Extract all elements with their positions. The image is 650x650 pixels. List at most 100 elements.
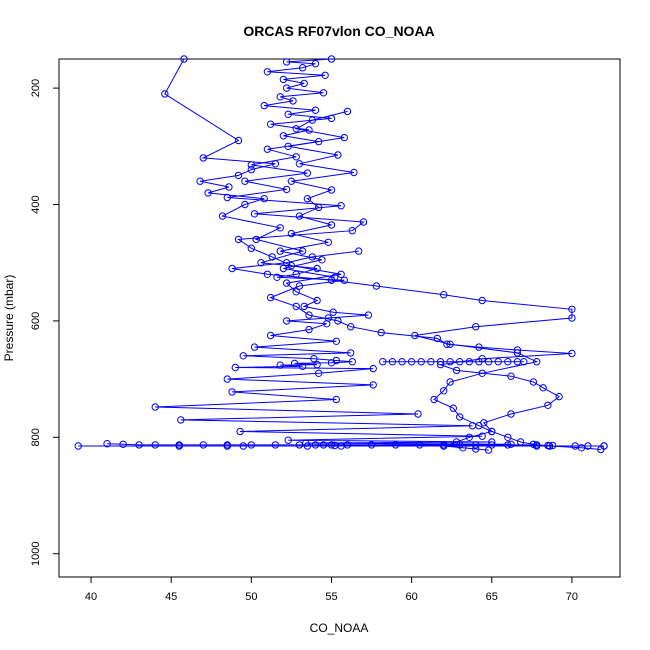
data-point — [218, 212, 227, 220]
series-line — [107, 443, 508, 446]
data-point — [475, 422, 483, 430]
data-point — [446, 340, 454, 348]
x-tick-label: 55 — [325, 591, 337, 603]
data-point — [177, 416, 185, 424]
data-point — [332, 395, 340, 404]
series-3 — [276, 107, 358, 281]
data-point — [318, 256, 326, 264]
series-line — [280, 110, 354, 278]
data-point — [292, 153, 300, 161]
data-point — [180, 55, 188, 63]
y-tick-label: 600 — [30, 312, 42, 330]
data-point — [263, 145, 272, 153]
data-point — [260, 195, 268, 203]
y-tick-label: 200 — [30, 79, 42, 97]
data-point — [276, 247, 284, 255]
data-point — [331, 273, 339, 281]
x-tick-label: 45 — [165, 591, 177, 603]
data-point — [313, 296, 321, 305]
data-point — [241, 177, 249, 185]
data-point — [319, 441, 328, 449]
data-point — [300, 302, 308, 311]
data-point — [545, 442, 554, 450]
data-point — [276, 93, 284, 101]
data-point — [504, 358, 512, 366]
data-point — [472, 441, 480, 449]
data-point — [456, 441, 464, 449]
data-point — [484, 446, 493, 454]
data-point — [287, 229, 296, 238]
data-point — [440, 291, 448, 299]
data-point — [252, 235, 260, 244]
x-axis: 40 45 50 55 60 65 70 — [85, 577, 578, 603]
data-point — [276, 361, 284, 369]
data-point — [298, 247, 307, 255]
y-tick-label: 1000 — [30, 541, 42, 565]
data-point — [199, 154, 208, 162]
data-point — [266, 331, 275, 340]
data-point — [290, 359, 299, 368]
data-point — [334, 151, 342, 159]
data-point — [292, 125, 300, 133]
data-point — [308, 116, 316, 124]
data-point — [597, 445, 605, 454]
data-point — [446, 358, 454, 366]
data-point — [161, 90, 169, 98]
data-point — [231, 363, 240, 372]
data-point — [303, 442, 312, 450]
data-point — [430, 395, 438, 404]
data-point — [225, 183, 233, 191]
data-point — [347, 349, 355, 357]
series-5 — [379, 358, 528, 366]
data-point — [74, 442, 82, 450]
data-point — [223, 375, 232, 383]
data-point — [236, 427, 244, 436]
data-point — [327, 221, 336, 229]
data-point — [250, 343, 259, 351]
data-point — [391, 441, 400, 449]
data-point — [433, 334, 441, 343]
data-point — [347, 323, 355, 331]
data-point — [520, 358, 528, 366]
data-point — [478, 369, 486, 377]
data-point — [488, 441, 496, 449]
data-point — [271, 441, 280, 449]
data-point — [300, 79, 308, 88]
data-point — [303, 195, 312, 203]
data-point — [273, 273, 281, 281]
data-point — [103, 440, 111, 448]
data-point — [228, 388, 236, 396]
data-point — [440, 387, 448, 395]
data-point — [279, 132, 288, 140]
data-point — [456, 413, 464, 421]
data-point — [292, 302, 300, 311]
data-point — [282, 58, 291, 66]
data-point — [234, 171, 243, 180]
data-point — [529, 440, 538, 448]
data-point — [295, 282, 304, 290]
data-point — [313, 264, 321, 273]
data-point — [337, 202, 345, 210]
data-point — [472, 445, 480, 453]
data-point — [266, 293, 275, 302]
data-point — [234, 235, 243, 244]
data-point — [289, 97, 297, 105]
data-point — [329, 308, 337, 316]
data-point — [327, 55, 336, 63]
data-point — [555, 392, 563, 401]
data-point — [544, 401, 552, 409]
data-point — [199, 441, 208, 449]
data-point — [324, 238, 332, 247]
data-point — [427, 358, 435, 366]
data-point — [311, 60, 320, 68]
data-point — [295, 212, 304, 220]
data-point — [305, 311, 313, 319]
data-point — [135, 441, 143, 449]
series-0 — [74, 55, 608, 450]
y-axis-label: Pressure (mbar) — [2, 275, 16, 362]
data-point — [332, 356, 340, 365]
series-4 — [103, 440, 512, 449]
data-point — [239, 352, 248, 360]
y-tick-label: 800 — [30, 428, 42, 446]
data-point — [284, 110, 292, 119]
